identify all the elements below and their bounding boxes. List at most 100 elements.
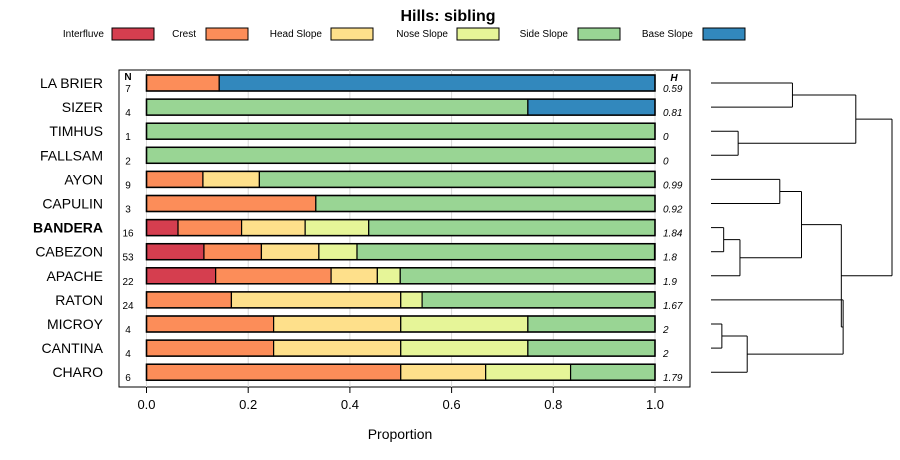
n-value-timhus: 1	[125, 132, 131, 143]
bar-segment-bandera-head-slope	[240, 219, 306, 237]
bar-segment-bandera-crest	[177, 219, 243, 237]
h-value-sizer: 0.81	[663, 108, 682, 119]
chart-title: Hills: sibling	[400, 8, 495, 25]
bar-segment-cabezon-side-slope	[356, 243, 656, 261]
bar-segment-microy-side-slope	[527, 315, 656, 333]
x-tick-label-1: 0.2	[239, 397, 257, 412]
bar-segment-apache-crest	[215, 267, 332, 285]
bar-segment-charo-side-slope	[569, 363, 656, 381]
bar-outline-ayon	[145, 170, 656, 189]
bar-outline-cabezon	[145, 242, 656, 261]
bar-segment-apache-side-slope	[399, 267, 656, 285]
bar-segment-cantina-head-slope	[273, 339, 402, 357]
legend-label-head-slope: Head Slope	[270, 29, 323, 40]
row-label-capulin: CAPULIN	[42, 196, 103, 212]
h-value-la-brier: 0.59	[663, 84, 683, 95]
n-value-fallsam: 2	[125, 156, 131, 167]
row-labels: LA BRIER SIZER TIMHUS FALLSAM AYON CAPULIN BAN…	[33, 75, 104, 380]
x-tick-label-3: 0.6	[443, 397, 461, 412]
row-label-cabezon: CABEZON	[35, 244, 103, 260]
h-value-ayon: 0.99	[663, 180, 683, 191]
bars-layer	[145, 74, 656, 381]
bar-outline-capulin	[145, 194, 656, 213]
x-tick-label-0: 0.0	[137, 397, 155, 412]
legend-label-crest: Crest	[172, 29, 196, 40]
bar-segment-raton-crest	[145, 291, 233, 309]
row-label-ayon: AYON	[64, 171, 103, 187]
legend-swatch-crest	[205, 27, 249, 41]
legend-label-nose-slope: Nose Slope	[396, 29, 448, 40]
bar-outline-charo	[145, 363, 656, 381]
x-tick-label-2: 0.4	[341, 397, 359, 412]
x-tick-label-4: 0.8	[544, 397, 562, 412]
h-value-cantina: 2	[662, 349, 669, 360]
bar-segment-apache-interfluve	[145, 267, 217, 285]
bar-outline-bandera	[145, 218, 656, 237]
legend-label-side-slope: Side Slope	[520, 29, 569, 40]
bar-segment-cabezon-crest	[203, 243, 263, 261]
n-value-la-brier: 7	[125, 84, 131, 95]
row-label-fallsam: FALLSAM	[40, 147, 103, 163]
row-label-microy: MICROY	[47, 316, 104, 332]
h-value-fallsam: 0	[663, 156, 669, 167]
bar-segment-cabezon-interfluve	[145, 243, 205, 261]
bar-outline-timhus	[145, 122, 656, 140]
bar-segment-charo-nose-slope	[485, 363, 572, 381]
bar-segment-timhus-side-slope	[145, 122, 656, 140]
n-labels: N7 4 1 2 9 3 16 53 22 24 4 4 6	[122, 72, 134, 384]
legend-swatch-nose-slope	[456, 27, 500, 41]
n-value-microy: 4	[125, 325, 131, 336]
bar-segment-microy-head-slope	[273, 315, 402, 333]
row-label-bandera: BANDERA	[33, 220, 103, 236]
legend-label-base-slope: Base Slope	[642, 29, 694, 40]
legend: Interfluve Crest Head Slope Nose Slope Side …	[63, 27, 746, 41]
legend-swatch-interfluve	[111, 27, 155, 41]
n-value-ayon: 9	[125, 180, 131, 191]
bar-segment-la-brier-crest	[145, 74, 220, 92]
bar-segment-cantina-nose-slope	[400, 339, 529, 357]
bar-segment-charo-crest	[145, 363, 402, 381]
bar-segment-cabezon-head-slope	[260, 243, 320, 261]
bar-segment-apache-nose-slope	[376, 267, 401, 285]
bar-segment-capulin-side-slope	[315, 194, 656, 213]
bar-segment-microy-nose-slope	[400, 315, 529, 333]
bar-segment-ayon-crest	[145, 170, 204, 188]
h-labels: H0.59 0.81 0 0 0.99 0.92 1.84 1.8 1.9 1.67 2 2 1.79	[662, 73, 683, 384]
bar-segment-bandera-interfluve	[145, 219, 179, 237]
bar-segment-bandera-nose-slope	[304, 219, 370, 237]
row-label-cantina: CANTINA	[42, 340, 104, 356]
h-value-microy: 2	[662, 325, 669, 336]
bar-segment-charo-head-slope	[400, 363, 487, 381]
row-label-timhus: TIMHUS	[49, 123, 103, 139]
n-header: N	[124, 72, 131, 83]
bar-segment-cantina-crest	[145, 339, 275, 357]
n-value-sizer: 4	[125, 108, 131, 119]
bar-outline-apache	[145, 267, 656, 285]
row-label-apache: APACHE	[46, 268, 103, 284]
h-value-cabezon: 1.8	[663, 253, 677, 264]
n-value-apache: 22	[122, 277, 134, 288]
n-value-charo: 6	[125, 373, 131, 384]
x-axis-label: Proportion	[368, 426, 433, 442]
bar-segment-raton-head-slope	[230, 291, 402, 309]
h-value-timhus: 0	[663, 132, 669, 143]
bar-outline-la-brier	[145, 74, 656, 92]
legend-swatch-side-slope	[577, 27, 621, 41]
bar-segment-la-brier-base-slope	[218, 74, 656, 92]
bar-segment-raton-nose-slope	[400, 291, 423, 309]
bar-segment-bandera-side-slope	[368, 219, 656, 237]
h-value-apache: 1.9	[663, 277, 677, 288]
row-label-charo: CHARO	[52, 364, 103, 380]
bar-segment-raton-side-slope	[421, 291, 656, 309]
legend-label-interfluve: Interfluve	[63, 29, 105, 40]
bar-segment-microy-crest	[145, 315, 275, 333]
n-value-cabezon: 53	[122, 253, 134, 264]
bar-outline-fallsam	[145, 146, 656, 165]
h-value-charo: 1.79	[663, 373, 683, 384]
bar-segment-capulin-crest	[145, 194, 317, 213]
h-value-bandera: 1.84	[663, 229, 683, 240]
legend-swatch-base-slope	[702, 27, 746, 41]
dendrogram	[711, 82, 893, 373]
x-tick-label-5: 1.0	[646, 397, 664, 412]
